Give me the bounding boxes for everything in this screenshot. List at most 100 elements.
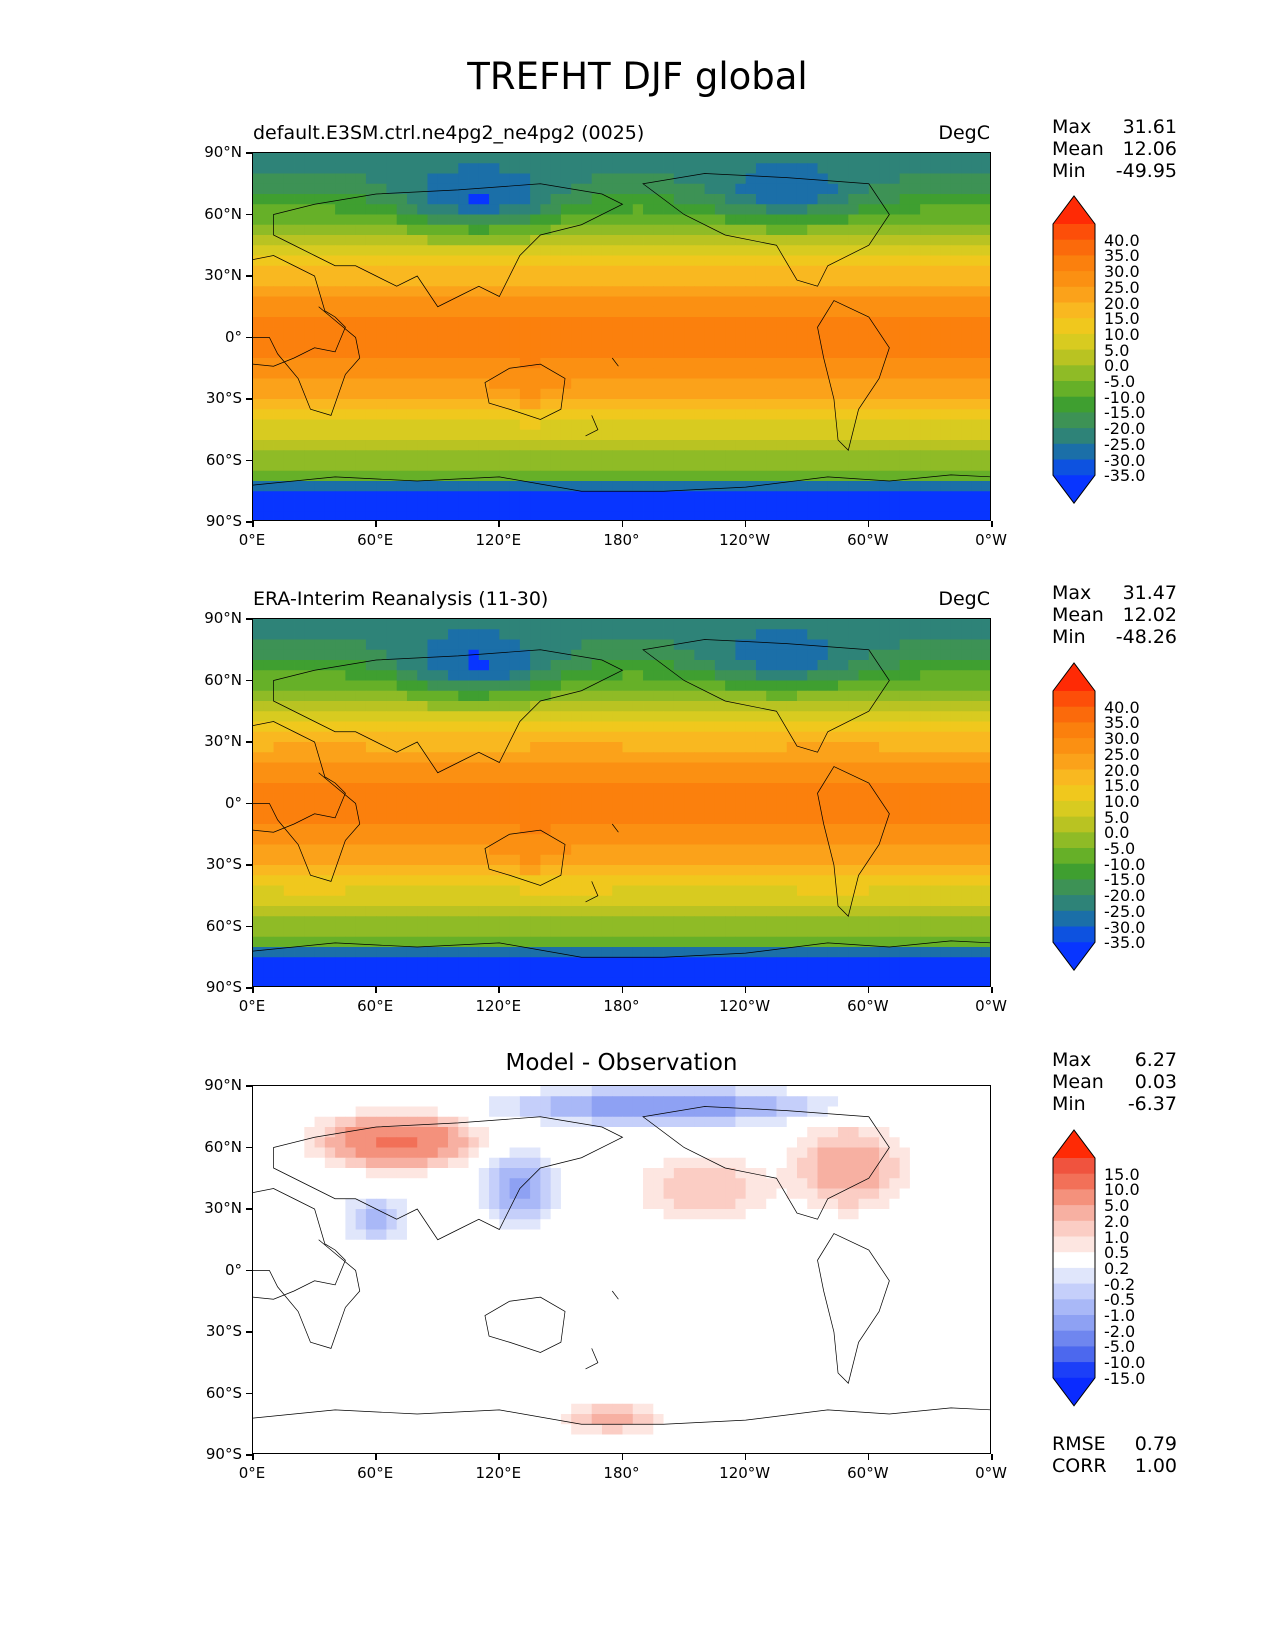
coastline [611, 1290, 619, 1300]
lon-tick-mark [375, 1454, 377, 1460]
colorbar-tick-label: -10.0 [1104, 854, 1146, 874]
colorbar-over-triangle [1053, 196, 1095, 224]
lat-tick-mark [246, 987, 252, 989]
colorbar-swatch [1053, 1173, 1095, 1190]
colorbar-tick-label: 10.0 [1104, 791, 1140, 811]
colorbar-swatch [1053, 365, 1095, 382]
lat-tick-mark [246, 864, 252, 866]
coastline [273, 649, 624, 774]
coastline [642, 1106, 890, 1220]
coastline [484, 1296, 566, 1353]
colorbar-graphic [1052, 662, 1096, 972]
stats-model: Max 31.61 Mean 12.06 Min -49.95 [1052, 116, 1177, 182]
lat-tick-label: 90°S [205, 512, 242, 530]
lon-tick-mark [867, 1454, 870, 1460]
stat-mean-value: 0.03 [1134, 1071, 1177, 1093]
colorbar-tick-label: -15.0 [1104, 870, 1146, 890]
colorbar-swatch [1053, 1236, 1095, 1253]
colorbar-tick-label: 1.0 [1104, 1227, 1130, 1247]
colorbar-outline [1052, 195, 1096, 505]
colorbar-swatch [1053, 1252, 1095, 1269]
lat-tick-label: 0° [224, 1260, 242, 1279]
lon-tick-label: 60°E [357, 997, 394, 1015]
colorbar-tick-label: 25.0 [1104, 277, 1140, 297]
colorbar-tick-label: 40.0 [1104, 697, 1140, 717]
panel-title-center: Model - Observation [505, 1050, 738, 1076]
stat-mean-label: Mean [1052, 604, 1104, 626]
lat-tick-mark [246, 1331, 252, 1333]
stat-corr-label: CORR [1052, 1455, 1107, 1477]
lon-tick-label: 0°E [238, 531, 266, 549]
lon-tick-label: 60°W [847, 531, 889, 549]
stat-max-value: 6.27 [1134, 1049, 1177, 1071]
lon-tick-label: 60°W [847, 997, 889, 1015]
lat-tick-mark [246, 213, 252, 215]
colorbar-graphic [1052, 195, 1096, 505]
colorbar-swatch [1053, 302, 1095, 319]
colorbar-swatch [1053, 318, 1095, 335]
colorbar-swatch [1053, 800, 1095, 818]
colorbar-swatch [1053, 412, 1095, 429]
stat-min-label: Min [1052, 1093, 1086, 1115]
colorbar-tick-label: 5.0 [1104, 1196, 1130, 1216]
colorbar-swatch [1053, 722, 1095, 739]
lon-tick-label: 120°W [719, 997, 771, 1015]
colorbar-swatch [1053, 333, 1095, 351]
stat-corr-value: 1.00 [1134, 1455, 1177, 1477]
figure-title: TREFHT DJF global [467, 55, 808, 98]
lon-tick-mark [375, 521, 377, 527]
lat-tick-mark [246, 275, 252, 277]
stats-diff: Max 6.27 Mean 0.03 Min -6.37 [1052, 1049, 1177, 1115]
colorbar-swatch [1053, 1220, 1095, 1237]
coastline [585, 881, 599, 903]
lat-tick-label: 60°N [204, 204, 242, 223]
stat-min-value: -48.26 [1115, 626, 1177, 648]
stat-max-value: 31.61 [1122, 116, 1177, 138]
lon-tick-mark [991, 521, 993, 527]
colorbar-tick-label: 0.0 [1104, 356, 1130, 376]
colorbar-tick-label: 5.0 [1104, 807, 1130, 827]
colorbar-swatch [1053, 848, 1095, 865]
colorbar-swatch [1053, 895, 1095, 912]
colorbar-swatch [1053, 785, 1095, 802]
colorbar-swatch [1053, 396, 1095, 413]
lat-tick-mark [246, 802, 252, 804]
lat-tick-label: 30°N [204, 266, 242, 284]
map-field [253, 1086, 990, 1453]
coastline [817, 766, 890, 917]
lat-tick-label: 60°S [205, 1383, 242, 1402]
colorbar-swatch [1053, 926, 1095, 943]
lon-tick-mark [252, 521, 254, 527]
coastline [273, 1116, 624, 1241]
colorbar-under-triangle [1053, 1377, 1095, 1406]
colorbar-tick-label: -10.0 [1104, 1353, 1146, 1373]
lat-tick-mark [246, 1269, 252, 1271]
colorbar-tick-label: -35.0 [1104, 933, 1146, 953]
lat-tick-label: 90°N [204, 143, 242, 161]
colorbar-swatch [1053, 239, 1095, 256]
lat-tick-mark [246, 1454, 252, 1456]
stat-max-value: 31.47 [1122, 582, 1177, 604]
lon-tick-label: 180° [603, 997, 640, 1015]
colorbar-tick-label: -0.2 [1104, 1274, 1136, 1294]
lon-tick-mark [498, 521, 500, 527]
coastline [817, 300, 890, 451]
lat-tick-mark [246, 336, 252, 338]
coastline [585, 1348, 599, 1370]
lat-tick-label: 30°S [205, 389, 242, 407]
stat-mean-label: Mean [1052, 1071, 1104, 1093]
colorbar-tick-label: 10.0 [1104, 324, 1140, 344]
colorbar-tick-label: -0.5 [1104, 1290, 1136, 1310]
lat-tick-mark [246, 459, 252, 461]
stat-min-label: Min [1052, 626, 1086, 648]
map-model-trefht [252, 152, 991, 521]
lat-tick-mark [246, 152, 252, 154]
lat-tick-label: 60°N [204, 670, 242, 689]
lon-tick-label: 120°E [475, 1464, 522, 1482]
map-field [253, 619, 990, 986]
colorbar-swatch [1053, 459, 1095, 476]
colorbar-swatch [1053, 1362, 1095, 1379]
lon-tick-mark [867, 987, 870, 993]
lat-tick-mark [246, 1208, 252, 1210]
coastline [484, 363, 566, 420]
